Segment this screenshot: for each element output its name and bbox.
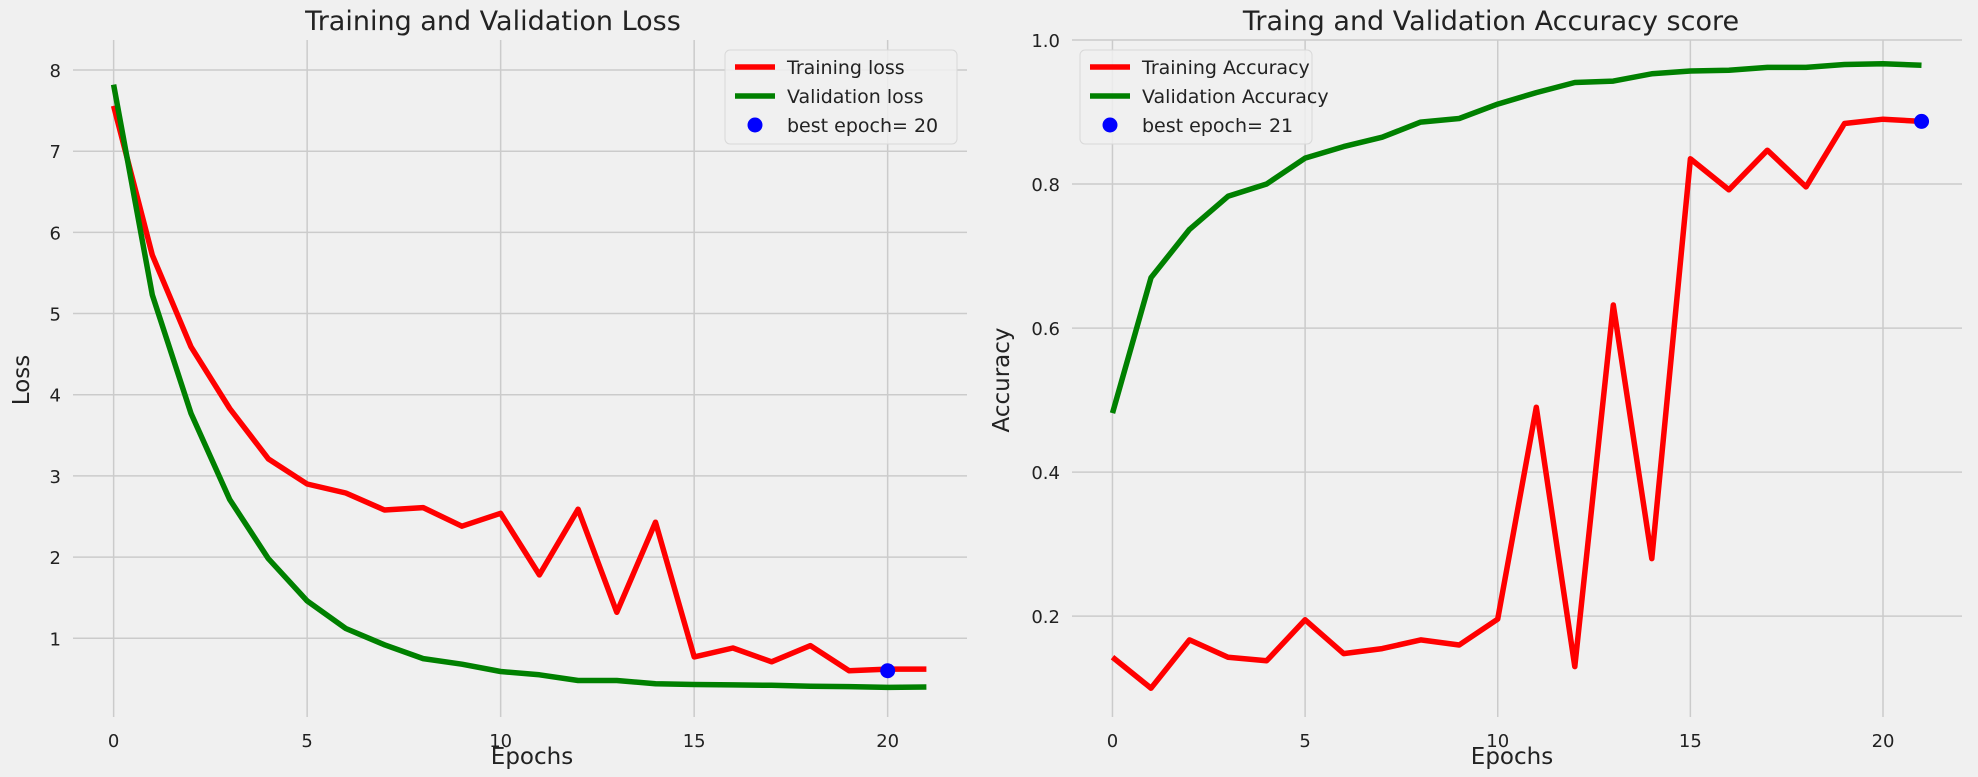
accuracy-y-tick-label: 0.8 xyxy=(1031,175,1060,196)
loss-y-tick-label: 7 xyxy=(50,142,61,163)
accuracy-x-tick-label: 20 xyxy=(1872,731,1895,752)
accuracy-y-tick-label: 1.0 xyxy=(1031,31,1060,52)
loss-x-tick-label: 0 xyxy=(108,731,119,752)
loss-legend-label: best epoch= 20 xyxy=(787,115,938,137)
accuracy-x-tick-label: 5 xyxy=(1299,731,1310,752)
loss-y-tick-label: 6 xyxy=(50,223,61,244)
loss-series-line-validation xyxy=(110,84,927,691)
loss-x-tick-label: 15 xyxy=(683,731,706,752)
accuracy-chart-title: Traing and Validation Accuracy score xyxy=(1242,6,1739,37)
loss-legend: Training loss Validation loss best epoch= … xyxy=(724,49,958,145)
accuracy-x-axis-label: Epochs xyxy=(1471,744,1553,770)
loss-x-tick-label: 20 xyxy=(876,731,899,752)
accuracy-y-axis-label: Accuracy xyxy=(989,327,1015,432)
accuracy-legend-label: best epoch= 21 xyxy=(1142,115,1293,137)
accuracy-best-epoch-marker xyxy=(1914,113,1930,129)
loss-best-epoch-marker xyxy=(880,663,896,679)
loss-chart-title: Training and Validation Loss xyxy=(304,6,681,37)
loss-y-tick-label: 3 xyxy=(50,467,61,488)
accuracy-series-line-training xyxy=(1110,116,1922,691)
accuracy-legend-label: Validation Accuracy xyxy=(1142,86,1329,108)
accuracy-x-tick-label: 0 xyxy=(1107,731,1118,752)
accuracy-y-tick-label: 0.4 xyxy=(1031,463,1060,484)
loss-ticks: 0 5 10 15 20 1 2 3 4 5 6 7 8 xyxy=(50,61,900,752)
accuracy-series-line-validation xyxy=(1109,61,1922,414)
accuracy-x-tick-label: 10 xyxy=(1486,731,1509,752)
loss-x-tick-label: 10 xyxy=(489,731,512,752)
loss-y-axis-label: Loss xyxy=(9,355,35,405)
accuracy-grid xyxy=(1072,39,1962,717)
loss-legend-marker xyxy=(747,117,763,133)
accuracy-ticks: 0 5 10 15 20 0.2 0.4 0.6 0.8 1.0 xyxy=(1031,31,1894,752)
loss-legend-label: Training loss xyxy=(786,57,905,79)
loss-series-line-training xyxy=(110,105,927,674)
accuracy-legend-label: Training Accuracy xyxy=(1141,57,1310,79)
loss-legend-label: Validation loss xyxy=(787,86,924,108)
loss-y-tick-label: 2 xyxy=(50,548,61,569)
loss-y-tick-label: 8 xyxy=(50,61,61,82)
accuracy-legend: Training Accuracy Validation Accuracy best… xyxy=(1079,49,1329,145)
accuracy-y-tick-label: 0.6 xyxy=(1031,319,1060,340)
loss-y-tick-label: 1 xyxy=(50,629,61,650)
loss-x-axis-label: Epochs xyxy=(491,744,573,770)
loss-y-tick-label: 4 xyxy=(50,386,61,407)
accuracy-chart: 0 5 10 15 20 0.2 0.4 0.6 0.8 1.0 Traing and Valid… xyxy=(989,6,1962,770)
loss-lines xyxy=(110,84,927,691)
accuracy-legend-marker xyxy=(1102,117,1118,133)
accuracy-lines xyxy=(1109,61,1930,691)
loss-y-tick-label: 5 xyxy=(50,305,61,326)
loss-legend-box xyxy=(724,49,958,145)
loss-x-tick-label: 5 xyxy=(301,731,312,752)
loss-chart: 0 5 10 15 20 1 2 3 4 5 6 7 8 Training and Validation… xyxy=(9,6,967,770)
accuracy-y-tick-label: 0.2 xyxy=(1031,607,1060,628)
accuracy-x-tick-label: 15 xyxy=(1679,731,1702,752)
accuracy-legend-box xyxy=(1079,49,1313,145)
